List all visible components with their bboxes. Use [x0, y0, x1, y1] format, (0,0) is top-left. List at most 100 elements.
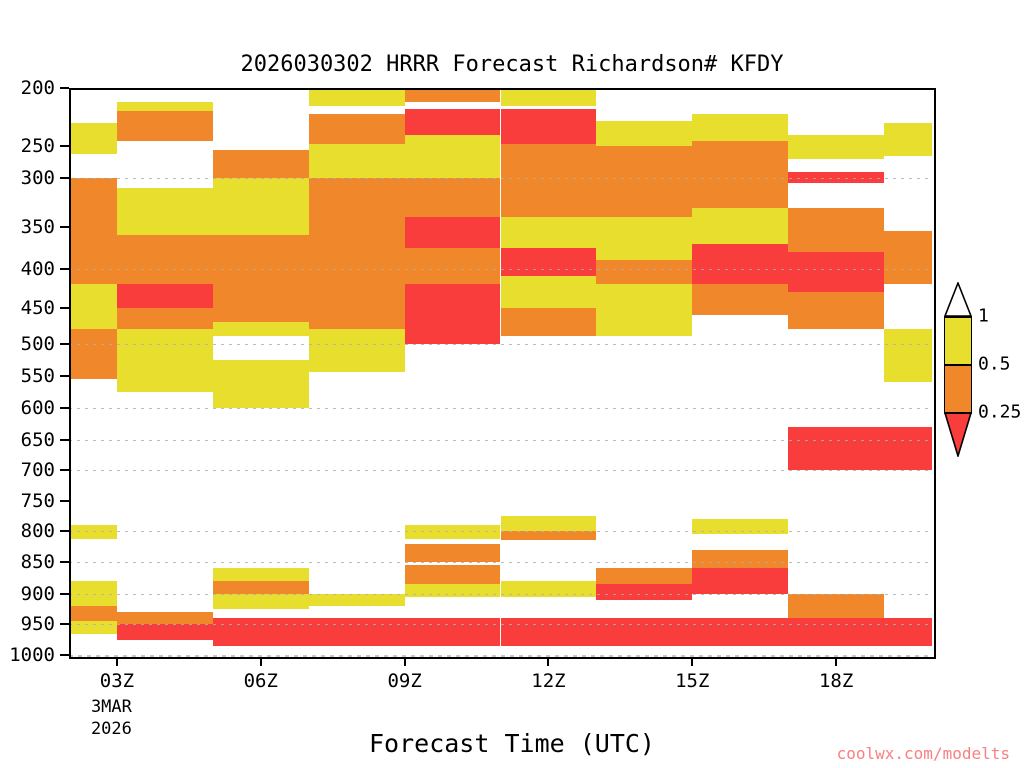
colorbar-segment-yellow — [944, 316, 972, 364]
heatmap-cell — [596, 618, 693, 646]
y-tick-mark — [60, 406, 69, 409]
heatmap-cell — [404, 618, 501, 646]
y-tick-mark — [60, 374, 69, 377]
heatmap-cell — [404, 109, 501, 135]
heatmap-cell — [500, 247, 597, 277]
x-tick-label: 03Z — [99, 670, 135, 692]
date-label-month: 3MAR — [90, 697, 132, 717]
heatmap-cell — [596, 284, 693, 312]
heatmap-cell — [116, 612, 213, 625]
heatmap-cell — [500, 307, 597, 337]
y-tick-mark — [60, 623, 69, 626]
heatmap-cell — [884, 329, 932, 383]
y-tick-mark — [60, 145, 69, 148]
x-tick-mark — [259, 657, 262, 666]
x-tick-mark — [115, 657, 118, 666]
heatmap-cell — [788, 618, 885, 646]
heatmap-cell — [116, 329, 213, 379]
heatmap-cell — [212, 593, 309, 610]
heatmap-cell — [596, 120, 693, 147]
heatmap-cell — [596, 568, 693, 585]
heatmap-cell — [404, 543, 501, 562]
heatmap-cell — [596, 146, 693, 163]
heatmap-cell — [692, 243, 789, 285]
colorbar-boundary-line — [944, 412, 972, 414]
heatmap-cell — [69, 123, 117, 155]
heatmap-cell — [500, 217, 597, 248]
x-tick-label: 09Z — [387, 670, 422, 692]
y-tick-label: 650 — [20, 428, 55, 451]
colorbar-tick-label: 0.25 — [978, 401, 1022, 423]
y-tick-label: 1000 — [9, 644, 55, 666]
x-tick-label: 12Z — [531, 670, 566, 692]
x-tick-mark — [835, 657, 838, 666]
heatmap-cell — [212, 581, 309, 594]
heatmap-cell — [596, 584, 693, 600]
y-tick-mark — [60, 530, 69, 533]
heatmap-cell — [212, 322, 309, 337]
heatmap-cell — [596, 162, 693, 218]
y-tick-mark — [60, 438, 69, 441]
heatmap-cell — [884, 123, 932, 156]
date-label-year: 2026 — [90, 719, 132, 739]
colorbar-tick-label: 0.5 — [978, 353, 1011, 375]
y-tick-mark — [60, 654, 69, 656]
y-tick-mark — [60, 87, 69, 89]
heatmap-cell — [788, 251, 885, 292]
heatmap-cell — [788, 171, 885, 184]
y-tick-mark — [60, 267, 69, 270]
heatmap-cell — [500, 516, 597, 532]
heatmap-cell — [308, 593, 405, 607]
heatmap-cell — [692, 568, 789, 594]
plot-frame — [69, 88, 936, 659]
heatmap-cell — [69, 178, 117, 285]
heatmap-cell — [212, 359, 309, 408]
y-tick-mark — [60, 592, 69, 595]
heatmap-cell — [69, 581, 117, 607]
heatmap-cell — [692, 519, 789, 535]
heatmap-cell — [500, 276, 597, 308]
heatmap-cell — [596, 311, 693, 337]
x-axis: 03Z 06Z 09Z 12Z 15Z 18Z 3MAR 2026 — [69, 657, 932, 739]
heatmap-cell — [69, 284, 117, 330]
heatmap-cell — [788, 134, 885, 160]
x-axis-title: Forecast Time (UTC) — [369, 729, 655, 758]
heatmap-cell — [692, 549, 789, 569]
heatmap-cell — [692, 618, 789, 646]
y-tick-mark — [60, 499, 69, 502]
heatmap-cell — [596, 217, 693, 261]
heatmap-cell — [308, 178, 405, 285]
x-tick-mark — [547, 657, 550, 666]
heatmap-cell — [500, 618, 597, 646]
y-tick-label: 450 — [20, 296, 55, 319]
heatmap-cell — [116, 378, 213, 392]
heatmap-cell — [596, 260, 693, 285]
x-tick-mark — [403, 657, 406, 666]
heatmap-cell — [692, 113, 789, 141]
heatmap-cell — [212, 149, 309, 179]
colorbar-tick-label: 1 — [978, 305, 989, 327]
heatmap-cell — [884, 426, 932, 471]
heatmap-cell — [212, 618, 309, 646]
heatmap-cell — [308, 329, 405, 373]
heatmap-cell — [116, 307, 213, 330]
heatmap-cell — [308, 90, 405, 106]
heatmap-cell — [308, 284, 405, 330]
terrain-top-line — [69, 655, 932, 657]
colorbar-arrow-bottom — [943, 412, 973, 461]
heatmap-cell — [212, 235, 309, 300]
y-tick-label: 300 — [20, 167, 55, 190]
y-tick-mark — [60, 225, 69, 228]
y-tick-mark — [60, 560, 69, 563]
heatmap-cell — [788, 426, 885, 471]
y-tick-label: 850 — [20, 550, 55, 573]
heatmap-cell — [404, 178, 501, 218]
heatmap-cell — [404, 565, 501, 585]
heatmap-cell — [212, 178, 309, 236]
y-tick-label: 700 — [20, 459, 55, 482]
heatmap-cell — [116, 284, 213, 308]
y-tick-label: 900 — [20, 582, 55, 605]
heatmap-cell — [404, 134, 501, 179]
heatmap-cell — [116, 102, 213, 112]
